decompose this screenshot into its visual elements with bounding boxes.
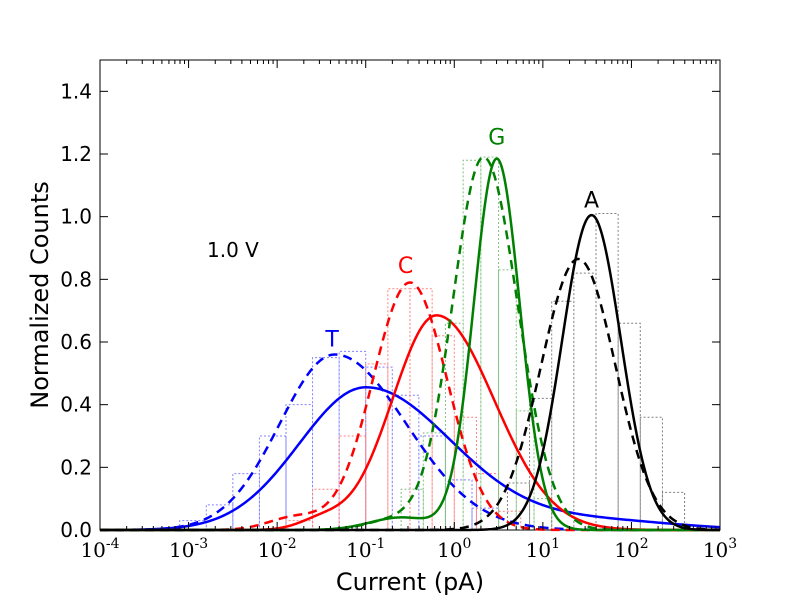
axis-ticks: 10-4 10-3 10-2 10-1 100 101 102 103 0.0 0.2 0.4 0.6…: [60, 60, 737, 562]
y-tick-label: 0.0: [60, 518, 92, 542]
y-tick-label: 0.8: [60, 267, 92, 291]
x-tick-label: 100: [437, 536, 471, 562]
peak-labels: T C G A: [324, 126, 599, 353]
x-tick-label: 10-2: [258, 536, 297, 562]
y-tick-label: 1.4: [60, 79, 92, 103]
y-tick-label: 1.0: [60, 205, 92, 229]
x-tick-label: 10-4: [80, 536, 119, 562]
peak-label-G: G: [488, 126, 505, 151]
curve-A-dashed: [100, 257, 721, 532]
x-tick-label: 103: [703, 536, 737, 562]
curve-A-solid: [100, 213, 720, 532]
curves: [100, 155, 721, 532]
peak-label-T: T: [324, 328, 339, 353]
y-tick-label: 0.4: [60, 393, 92, 417]
x-tick-label: 10-1: [346, 536, 385, 562]
y-tick-label: 0.2: [60, 455, 92, 479]
x-tick-label: 10-3: [169, 536, 208, 562]
x-tick-label: 101: [526, 536, 560, 562]
annotation-voltage: 1.0 V: [207, 238, 259, 262]
y-axis-title: Normalized Counts: [26, 181, 54, 409]
curve-T-solid: [100, 386, 721, 532]
curve-G-dashed: [100, 155, 720, 532]
G-hist: [400, 156, 553, 530]
y-tick-label: 0.6: [60, 330, 92, 354]
x-axis-title: Current (pA): [336, 568, 484, 596]
x-tick-label: 102: [614, 536, 648, 562]
histograms: [179, 156, 686, 530]
y-tick-label: 1.2: [60, 142, 92, 166]
peak-label-A: A: [584, 188, 599, 213]
peak-label-C: C: [398, 254, 413, 279]
C-hist: [285, 288, 522, 530]
